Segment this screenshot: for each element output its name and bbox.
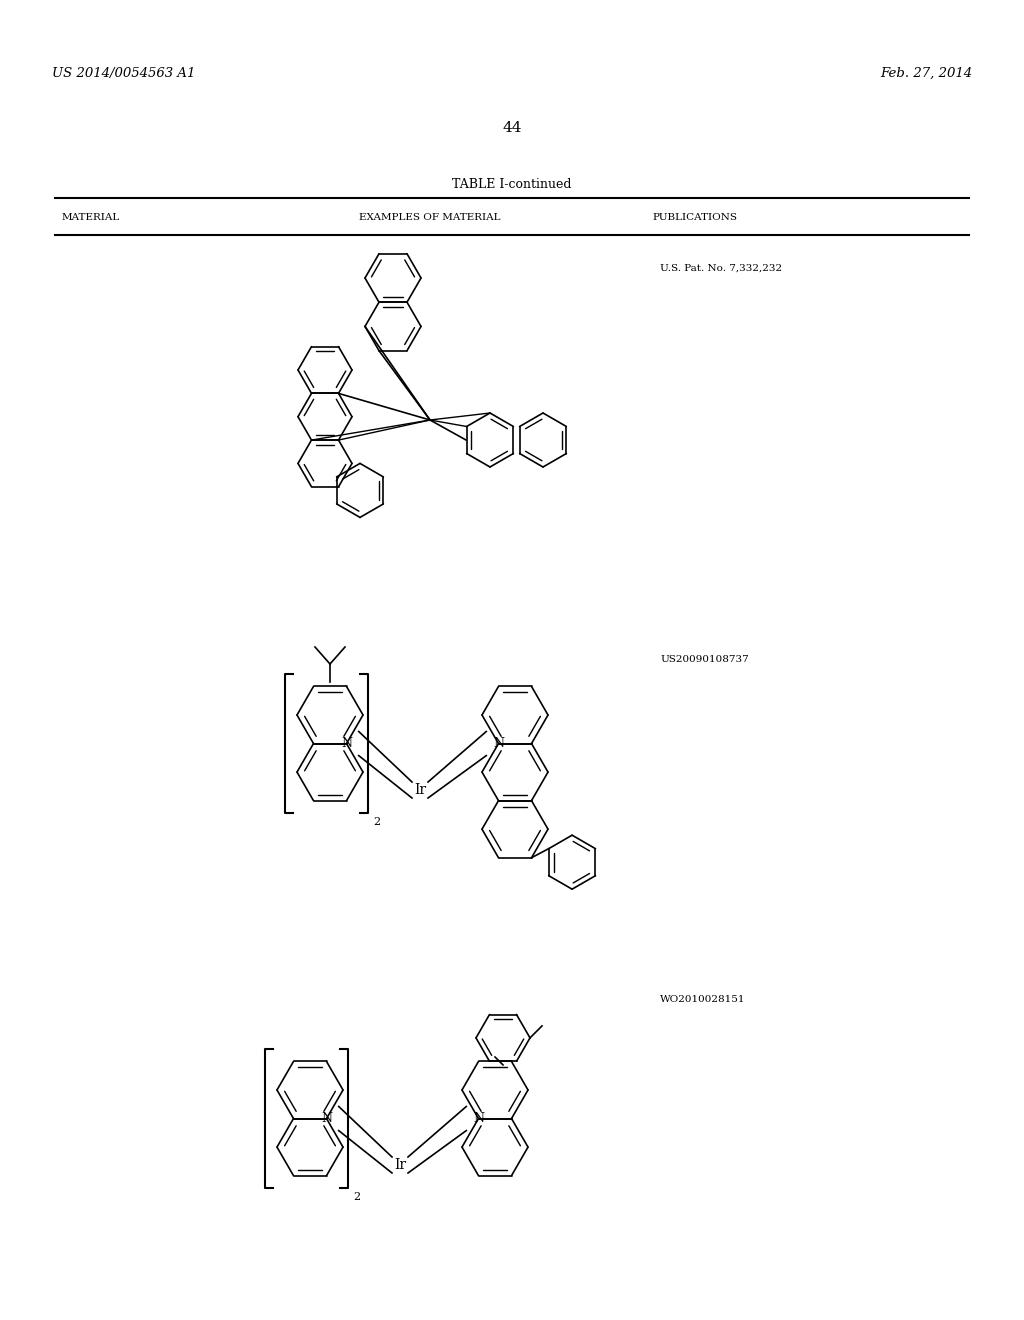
Text: Feb. 27, 2014: Feb. 27, 2014 bbox=[880, 66, 972, 79]
Text: 2: 2 bbox=[373, 817, 380, 828]
Text: US20090108737: US20090108737 bbox=[660, 656, 749, 664]
Text: Ir: Ir bbox=[394, 1158, 407, 1172]
Text: US 2014/0054563 A1: US 2014/0054563 A1 bbox=[52, 66, 196, 79]
Text: EXAMPLES OF MATERIAL: EXAMPLES OF MATERIAL bbox=[359, 213, 501, 222]
Text: N: N bbox=[321, 1113, 332, 1125]
Text: N: N bbox=[341, 737, 352, 750]
Text: N: N bbox=[493, 737, 504, 750]
Text: TABLE I-continued: TABLE I-continued bbox=[453, 178, 571, 191]
Text: N: N bbox=[473, 1113, 484, 1125]
Text: PUBLICATIONS: PUBLICATIONS bbox=[652, 213, 737, 222]
Text: MATERIAL: MATERIAL bbox=[62, 213, 120, 222]
Text: Ir: Ir bbox=[414, 783, 426, 797]
Text: U.S. Pat. No. 7,332,232: U.S. Pat. No. 7,332,232 bbox=[660, 264, 782, 272]
Text: 2: 2 bbox=[353, 1192, 360, 1203]
Text: 44: 44 bbox=[502, 121, 522, 135]
Text: WO2010028151: WO2010028151 bbox=[660, 995, 745, 1005]
